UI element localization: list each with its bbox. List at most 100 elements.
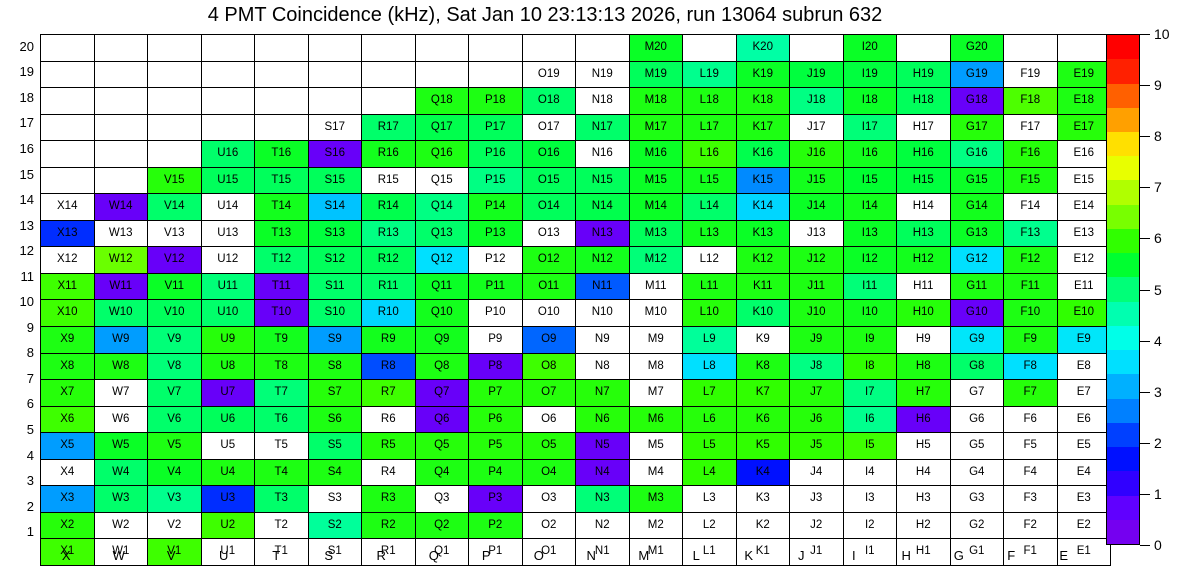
- heatmap-cell[interactable]: H14: [896, 193, 951, 221]
- heatmap-cell[interactable]: K14: [735, 193, 790, 221]
- heatmap-grid[interactable]: M20 K20 I20 G20 O19 N19 M19 L19 K19 J19 I19 H19 G19 F…: [40, 34, 1111, 566]
- heatmap-cell[interactable]: E11: [1056, 272, 1111, 301]
- heatmap-cell[interactable]: U11: [200, 272, 255, 301]
- heatmap-cell[interactable]: U7: [200, 379, 255, 407]
- heatmap-cell[interactable]: G14: [949, 193, 1004, 221]
- heatmap-cell[interactable]: K1: [735, 538, 790, 566]
- heatmap-cell[interactable]: K17: [735, 113, 790, 142]
- heatmap-cell[interactable]: S5: [307, 432, 362, 460]
- heatmap-cell[interactable]: M19: [628, 60, 683, 89]
- heatmap-cell[interactable]: T16: [254, 140, 309, 168]
- heatmap-cell[interactable]: G9: [949, 326, 1004, 354]
- heatmap-cell[interactable]: T5: [254, 432, 309, 460]
- heatmap-cell[interactable]: J8: [789, 352, 844, 381]
- heatmap-cell[interactable]: H2: [896, 511, 951, 540]
- heatmap-cell[interactable]: T7: [254, 379, 309, 407]
- heatmap-cell[interactable]: S14: [307, 193, 362, 221]
- heatmap-cell[interactable]: O10: [521, 299, 576, 328]
- heatmap-cell[interactable]: L17: [682, 113, 737, 142]
- heatmap-cell[interactable]: F16: [1003, 140, 1058, 168]
- heatmap-cell[interactable]: M1: [628, 538, 683, 566]
- heatmap-cell[interactable]: Q18: [414, 87, 469, 115]
- heatmap-cell[interactable]: L5: [682, 432, 737, 460]
- heatmap-cell[interactable]: H18: [896, 87, 951, 115]
- heatmap-cell[interactable]: H7: [896, 379, 951, 407]
- heatmap-cell[interactable]: H3: [896, 485, 951, 513]
- heatmap-cell[interactable]: I6: [842, 405, 897, 434]
- heatmap-cell[interactable]: R11: [361, 272, 416, 301]
- heatmap-cell[interactable]: W2: [93, 511, 148, 540]
- heatmap-cell[interactable]: O15: [521, 166, 576, 195]
- heatmap-cell[interactable]: F5: [1003, 432, 1058, 460]
- heatmap-cell[interactable]: I2: [842, 511, 897, 540]
- heatmap-cell[interactable]: P10: [468, 299, 523, 328]
- heatmap-cell[interactable]: J17: [789, 113, 844, 142]
- heatmap-cell[interactable]: I17: [842, 113, 897, 142]
- heatmap-cell[interactable]: K13: [735, 219, 790, 248]
- heatmap-cell[interactable]: X2: [40, 511, 95, 540]
- heatmap-cell[interactable]: Q2: [414, 511, 469, 540]
- heatmap-cell[interactable]: Q4: [414, 458, 469, 487]
- heatmap-cell[interactable]: L18: [682, 87, 737, 115]
- heatmap-cell[interactable]: F9: [1003, 326, 1058, 354]
- heatmap-cell[interactable]: U8: [200, 352, 255, 381]
- heatmap-cell[interactable]: M16: [628, 140, 683, 168]
- heatmap-cell[interactable]: N19: [575, 60, 630, 89]
- heatmap-cell[interactable]: Q15: [414, 166, 469, 195]
- heatmap-cell[interactable]: N4: [575, 458, 630, 487]
- heatmap-cell[interactable]: J10: [789, 299, 844, 328]
- heatmap-cell[interactable]: E4: [1056, 458, 1111, 487]
- heatmap-cell[interactable]: Q6: [414, 405, 469, 434]
- heatmap-cell[interactable]: E15: [1056, 166, 1111, 195]
- heatmap-cell[interactable]: W11: [93, 272, 148, 301]
- heatmap-cell[interactable]: S2: [307, 511, 362, 540]
- heatmap-cell[interactable]: K18: [735, 87, 790, 115]
- heatmap-cell[interactable]: R7: [361, 379, 416, 407]
- heatmap-cell[interactable]: R1: [361, 538, 416, 566]
- heatmap-cell[interactable]: W3: [93, 485, 148, 513]
- heatmap-cell[interactable]: E7: [1056, 379, 1111, 407]
- heatmap-cell[interactable]: F15: [1003, 166, 1058, 195]
- heatmap-cell[interactable]: E3: [1056, 485, 1111, 513]
- heatmap-cell[interactable]: K6: [735, 405, 790, 434]
- heatmap-cell[interactable]: L3: [682, 485, 737, 513]
- heatmap-cell[interactable]: U16: [200, 140, 255, 168]
- heatmap-cell[interactable]: M14: [628, 193, 683, 221]
- heatmap-cell[interactable]: U2: [200, 511, 255, 540]
- heatmap-cell[interactable]: I1: [842, 538, 897, 566]
- heatmap-cell[interactable]: R8: [361, 352, 416, 381]
- heatmap-cell[interactable]: W9: [93, 326, 148, 354]
- heatmap-cell[interactable]: M10: [628, 299, 683, 328]
- heatmap-cell[interactable]: J19: [789, 60, 844, 89]
- heatmap-cell[interactable]: R6: [361, 405, 416, 434]
- heatmap-cell[interactable]: S3: [307, 485, 362, 513]
- heatmap-cell[interactable]: G16: [949, 140, 1004, 168]
- heatmap-cell[interactable]: R12: [361, 246, 416, 274]
- heatmap-cell[interactable]: R17: [361, 113, 416, 142]
- heatmap-cell[interactable]: R4: [361, 458, 416, 487]
- heatmap-cell[interactable]: U14: [200, 193, 255, 221]
- heatmap-cell[interactable]: G19: [949, 60, 1004, 89]
- heatmap-cell[interactable]: N16: [575, 140, 630, 168]
- heatmap-cell[interactable]: T4: [254, 458, 309, 487]
- heatmap-cell[interactable]: N1: [575, 538, 630, 566]
- heatmap-cell[interactable]: L12: [682, 246, 737, 274]
- heatmap-cell[interactable]: L6: [682, 405, 737, 434]
- heatmap-cell[interactable]: E5: [1056, 432, 1111, 460]
- heatmap-cell[interactable]: T14: [254, 193, 309, 221]
- heatmap-cell[interactable]: F2: [1003, 511, 1058, 540]
- heatmap-cell[interactable]: G4: [949, 458, 1004, 487]
- heatmap-cell[interactable]: G13: [949, 219, 1004, 248]
- heatmap-cell[interactable]: L15: [682, 166, 737, 195]
- heatmap-cell[interactable]: P1: [468, 538, 523, 566]
- heatmap-cell[interactable]: L1: [682, 538, 737, 566]
- heatmap-cell[interactable]: J7: [789, 379, 844, 407]
- heatmap-cell[interactable]: F18: [1003, 87, 1058, 115]
- heatmap-cell[interactable]: F11: [1003, 272, 1058, 301]
- heatmap-cell[interactable]: K8: [735, 352, 790, 381]
- heatmap-cell[interactable]: E8: [1056, 352, 1111, 381]
- heatmap-cell[interactable]: V2: [147, 511, 202, 540]
- heatmap-cell[interactable]: S12: [307, 246, 362, 274]
- heatmap-cell[interactable]: O19: [521, 60, 576, 89]
- heatmap-cell[interactable]: Q17: [414, 113, 469, 142]
